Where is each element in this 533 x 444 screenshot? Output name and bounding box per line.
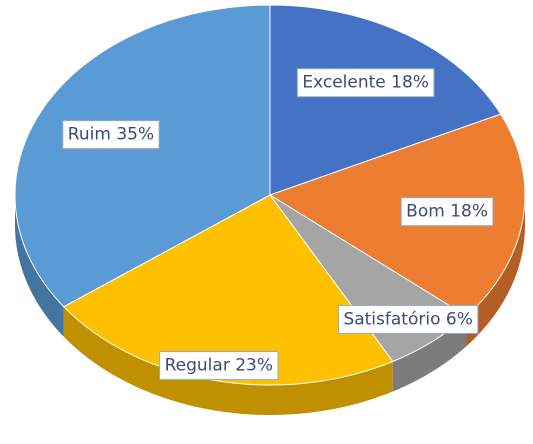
- label-box: [400, 197, 494, 227]
- label-text: Excelente 18%: [302, 73, 429, 93]
- slice-side: [15, 195, 64, 337]
- label-value: 35%: [116, 125, 154, 145]
- label-category: Ruim: [68, 125, 111, 145]
- label-value: 23%: [235, 356, 273, 376]
- label-box: [296, 68, 435, 98]
- label-text: Satisfatório 6%: [343, 309, 472, 329]
- label-value: 18%: [450, 202, 488, 222]
- data-label: Excelente 18%: [296, 68, 435, 98]
- slice: [14, 4, 271, 308]
- data-label: Satisfatório 6%: [337, 304, 479, 334]
- slice-side: [466, 195, 525, 347]
- label-box: [62, 120, 160, 150]
- label-text: Ruim 35%: [68, 125, 154, 145]
- slice-side: [392, 316, 467, 392]
- label-box: [159, 351, 279, 381]
- data-label: Bom 18%: [400, 197, 494, 227]
- label-category: Regular: [165, 356, 230, 376]
- label-value: 18%: [391, 73, 429, 93]
- label-category: Excelente: [302, 73, 385, 93]
- label-text: Regular 23%: [165, 356, 273, 376]
- slice: [268, 113, 526, 317]
- label-category: Bom: [406, 202, 445, 222]
- data-label: Ruim 35%: [62, 120, 160, 150]
- slice-side: [63, 306, 393, 415]
- data-label: Regular 23%: [159, 351, 279, 381]
- label-category: Satisfatório: [343, 309, 440, 329]
- label-value: 6%: [446, 309, 473, 329]
- label-text: Bom 18%: [406, 202, 488, 222]
- slice: [269, 4, 502, 196]
- slice: [62, 194, 394, 386]
- label-box: [337, 304, 479, 334]
